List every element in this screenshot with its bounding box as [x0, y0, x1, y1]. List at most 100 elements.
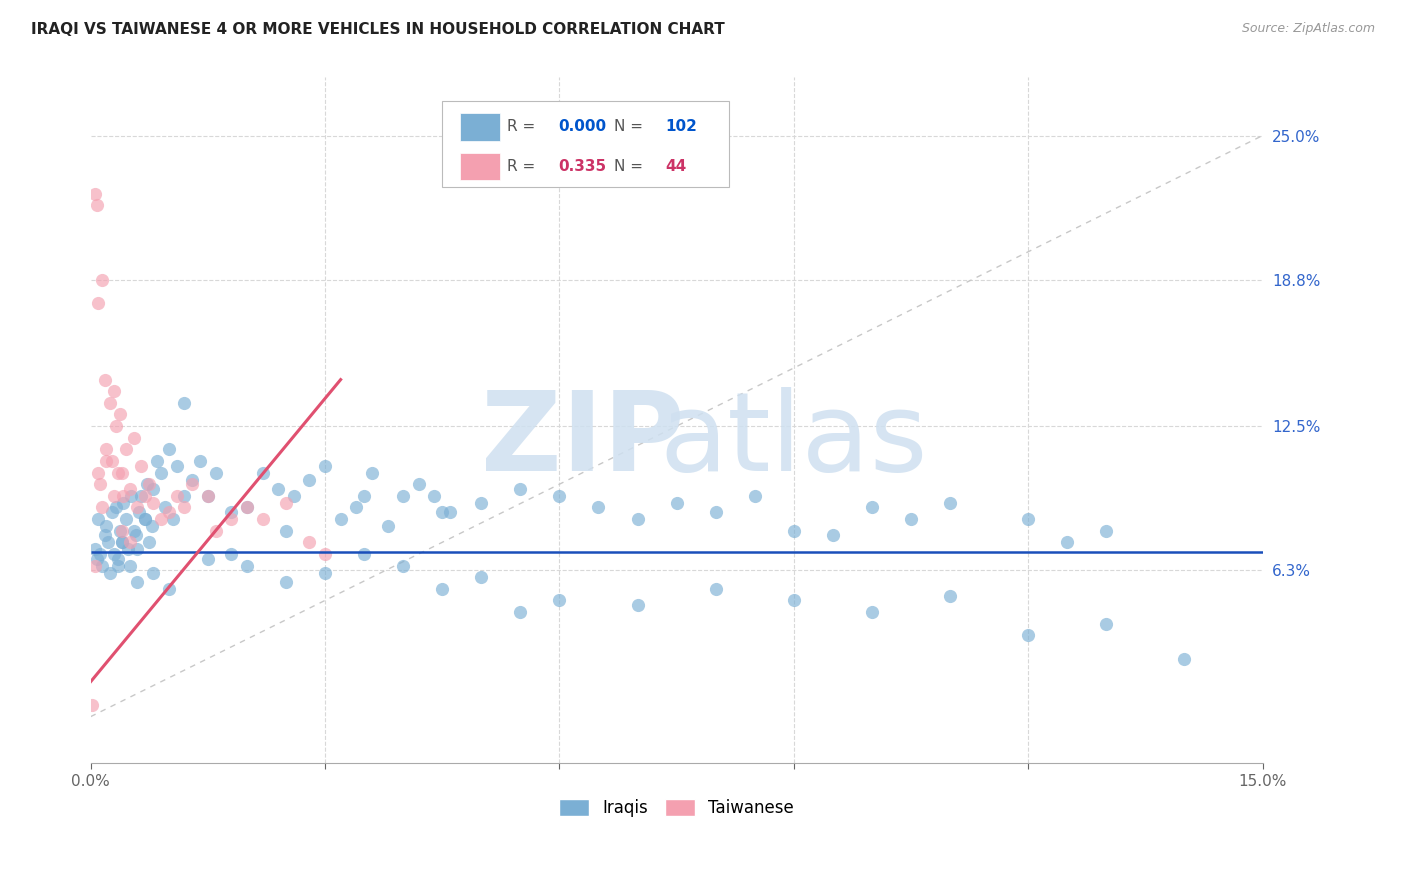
Point	[122, 431, 145, 445]
Point	[744, 489, 766, 503]
Point	[509, 482, 531, 496]
Text: 0.000: 0.000	[558, 120, 606, 135]
Point	[1173, 651, 1195, 665]
Text: 102: 102	[665, 120, 697, 135]
Point	[89, 477, 111, 491]
Point	[432, 505, 454, 519]
Point	[93, 528, 115, 542]
Point	[353, 489, 375, 503]
Point	[181, 473, 204, 487]
Point	[112, 496, 135, 510]
Point	[96, 454, 118, 468]
Point	[83, 558, 105, 573]
Point	[101, 454, 124, 468]
Point	[408, 477, 430, 491]
Point	[111, 466, 134, 480]
Point	[134, 489, 156, 503]
Point	[197, 489, 219, 503]
Point	[860, 605, 883, 619]
Point	[157, 442, 180, 457]
Point	[83, 542, 105, 557]
Point	[91, 558, 114, 573]
Point	[157, 505, 180, 519]
Point	[860, 500, 883, 515]
Point	[131, 458, 153, 473]
Point	[89, 547, 111, 561]
Text: 0.335: 0.335	[558, 159, 606, 174]
Point	[236, 500, 259, 515]
Point	[86, 551, 108, 566]
Point	[127, 500, 149, 515]
Point	[83, 186, 105, 201]
Point	[219, 505, 242, 519]
Text: IRAQI VS TAIWANESE 4 OR MORE VEHICLES IN HOUSEHOLD CORRELATION CHART: IRAQI VS TAIWANESE 4 OR MORE VEHICLES IN…	[31, 22, 724, 37]
Point	[314, 566, 336, 580]
Point	[112, 489, 135, 503]
Point	[98, 396, 121, 410]
Point	[107, 558, 129, 573]
Point	[96, 519, 118, 533]
Point	[298, 535, 321, 549]
Point	[82, 698, 104, 712]
Point	[783, 593, 806, 607]
Text: Source: ZipAtlas.com: Source: ZipAtlas.com	[1241, 22, 1375, 36]
Point	[197, 551, 219, 566]
Point	[93, 373, 115, 387]
Point	[87, 296, 110, 310]
Point	[236, 500, 259, 515]
Point	[166, 458, 188, 473]
Point	[432, 582, 454, 596]
Point	[665, 496, 688, 510]
Point	[91, 500, 114, 515]
Point	[118, 558, 141, 573]
Point	[361, 466, 384, 480]
Point	[87, 512, 110, 526]
Point	[181, 477, 204, 491]
Point	[392, 558, 415, 573]
Point	[91, 273, 114, 287]
Point	[104, 500, 127, 515]
FancyBboxPatch shape	[460, 113, 499, 141]
Point	[704, 505, 727, 519]
Point	[128, 505, 150, 519]
Point	[118, 482, 141, 496]
Point	[87, 466, 110, 480]
Point	[1095, 616, 1118, 631]
Point	[173, 500, 195, 515]
Point	[588, 500, 610, 515]
Point	[103, 384, 125, 399]
Point	[274, 574, 297, 589]
Point	[142, 566, 165, 580]
Point	[134, 512, 156, 526]
Point	[107, 551, 129, 566]
Point	[103, 489, 125, 503]
Point	[141, 519, 163, 533]
Point	[267, 482, 290, 496]
Point	[548, 593, 571, 607]
Text: ZIP: ZIP	[481, 387, 685, 494]
Point	[149, 466, 172, 480]
Point	[142, 496, 165, 510]
Point	[204, 524, 226, 538]
Point	[107, 466, 129, 480]
Point	[173, 489, 195, 503]
Text: R =: R =	[506, 120, 540, 135]
Point	[188, 454, 211, 468]
Point	[329, 512, 352, 526]
Point	[127, 542, 149, 557]
Point	[353, 547, 375, 561]
FancyBboxPatch shape	[460, 153, 499, 180]
Point	[548, 489, 571, 503]
Point	[821, 528, 844, 542]
Point	[219, 512, 242, 526]
Point	[939, 589, 962, 603]
Point	[122, 524, 145, 538]
Point	[135, 477, 157, 491]
Point	[939, 496, 962, 510]
Point	[392, 489, 415, 503]
Point	[274, 496, 297, 510]
Point	[162, 512, 184, 526]
Point	[111, 524, 134, 538]
Point	[104, 419, 127, 434]
Point	[146, 454, 169, 468]
